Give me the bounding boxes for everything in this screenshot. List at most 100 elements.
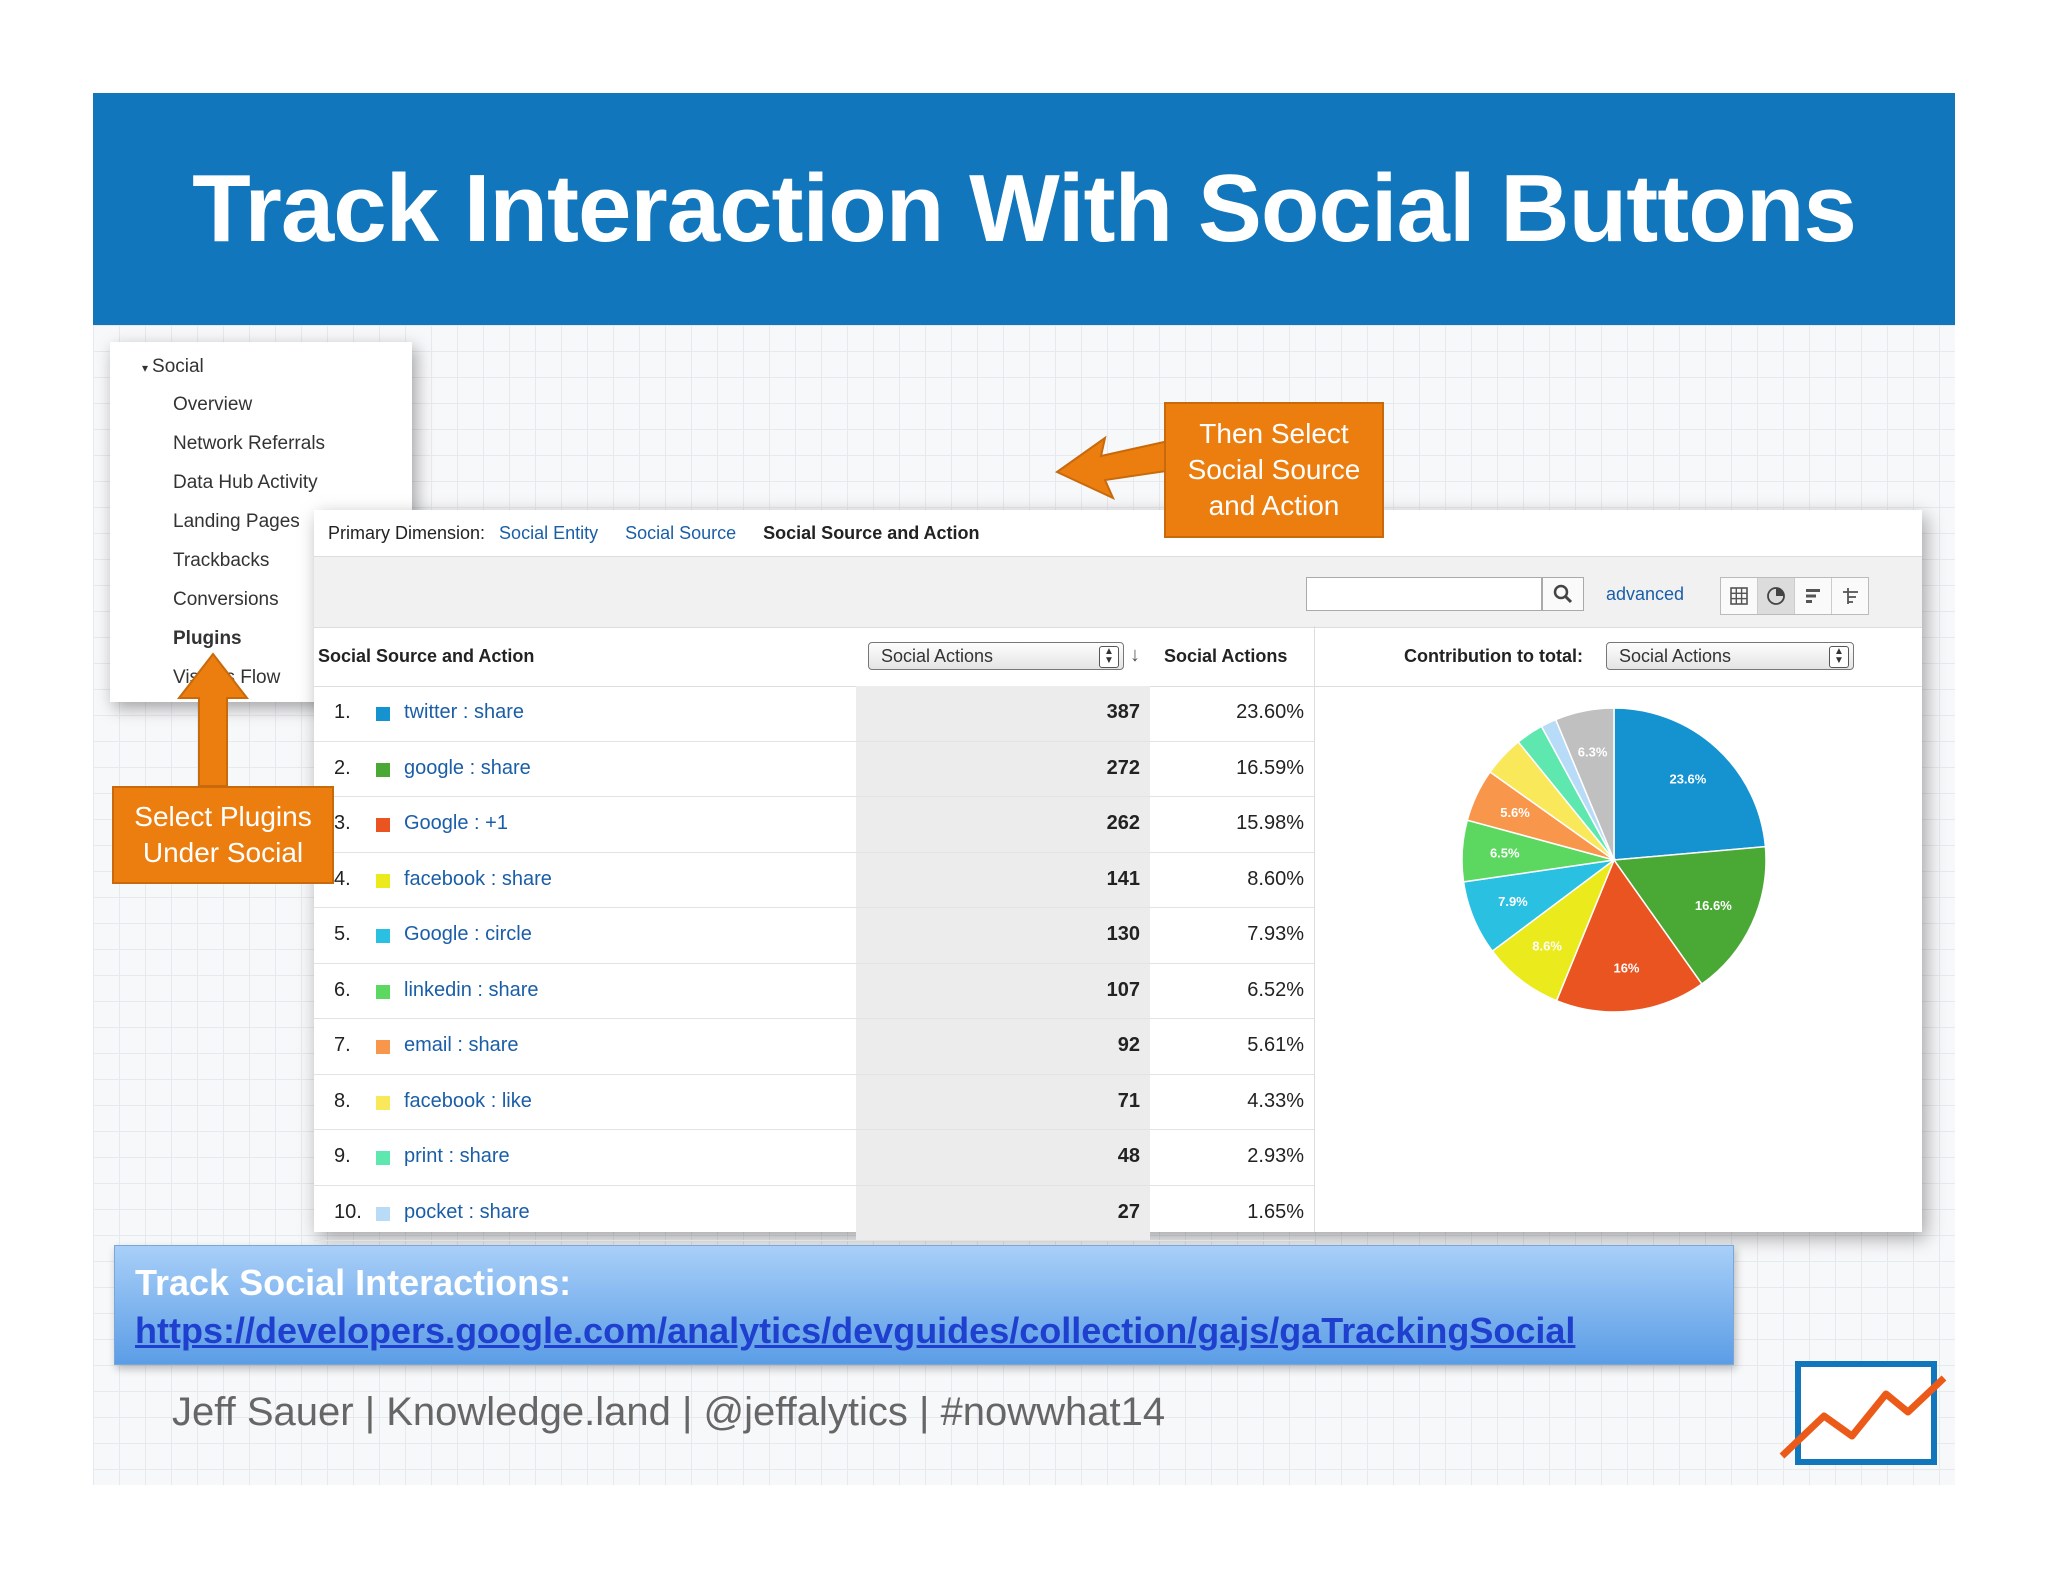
search-button[interactable] xyxy=(1542,577,1584,611)
callout-arrow-up xyxy=(176,652,250,787)
select-arrows-icon: ▲ ▼ xyxy=(1099,646,1119,668)
pie-chart: 23.6% 16.6% 16% 8.6% 7.9% 6.5% 5.6% 6.3% xyxy=(1454,700,1774,1020)
primary-dimension-bar: Primary Dimension: Social Entity Social … xyxy=(314,510,1922,556)
row-source-link[interactable]: pocket : share xyxy=(404,1200,530,1223)
row-percent: 8.60% xyxy=(1247,867,1304,890)
advanced-filter-link[interactable]: advanced xyxy=(1606,584,1685,604)
value-cell: 387 xyxy=(856,686,1150,741)
table-body: 1. twitter : share 387 23.60% 2. google : sha… xyxy=(314,686,1314,1241)
row-percent: 2.93% xyxy=(1247,1145,1304,1167)
row-source-link[interactable]: facebook : share xyxy=(404,867,552,890)
series-color-swatch xyxy=(376,707,390,721)
row-rank: 3. xyxy=(334,812,351,834)
table-row: 1. twitter : share 387 23.60% xyxy=(314,686,1314,742)
column-header-source[interactable]: Social Source and Action xyxy=(318,646,535,666)
pie-slice-label: 16.6% xyxy=(1695,898,1732,913)
callout-select-dimension: Then Select Social Source and Action xyxy=(1164,402,1384,538)
table-header: Social Source and Action Social Actions … xyxy=(314,626,1922,687)
row-rank: 6. xyxy=(334,978,351,1001)
nav-item-conversions[interactable]: Conversions xyxy=(173,589,279,610)
row-social-actions-value: 92 xyxy=(1117,1034,1140,1056)
nav-item-overview[interactable]: Overview xyxy=(173,394,253,415)
value-cell: 71 xyxy=(856,1074,1150,1129)
row-source-link[interactable]: linkedin : share xyxy=(404,978,539,1001)
row-percent: 16.59% xyxy=(1236,756,1304,779)
row-social-actions-value: 71 xyxy=(1117,1089,1140,1112)
row-percent: 4.33% xyxy=(1247,1089,1304,1112)
nav-item-network-referrals[interactable]: Network Referrals xyxy=(173,433,326,454)
row-source-link[interactable]: email : share xyxy=(404,1034,519,1056)
info-box: Track Social Interactions: https://devel… xyxy=(114,1245,1734,1365)
value-cell: 92 xyxy=(856,1019,1150,1074)
table-search-input[interactable] xyxy=(1306,577,1542,611)
row-rank: 10. xyxy=(334,1200,362,1223)
pie-slice[interactable] xyxy=(1613,707,1767,861)
value-cell: 107 xyxy=(856,963,1150,1018)
pie-slice[interactable] xyxy=(1554,707,1615,861)
callout-line: Then Select xyxy=(1199,418,1349,449)
analytics-panel: Primary Dimension: Social Entity Social … xyxy=(314,510,1922,1241)
row-source-link[interactable]: Google : circle xyxy=(404,923,532,945)
series-color-swatch xyxy=(376,873,390,888)
bar-view-icon[interactable] xyxy=(1795,578,1832,614)
table-row: 9. print : share 48 2.93% xyxy=(314,1130,1314,1186)
callout-arrow-left xyxy=(1055,435,1174,501)
row-social-actions-value: 272 xyxy=(1106,756,1140,779)
series-color-swatch xyxy=(376,1040,390,1054)
series-color-swatch xyxy=(376,1151,390,1165)
table-row: 4. facebook : share 141 8.60% xyxy=(314,852,1314,908)
column-header-social-actions[interactable]: Social Actions xyxy=(1164,646,1288,666)
nav-item-plugins[interactable]: Plugins xyxy=(173,628,242,649)
value-cell: 262 xyxy=(856,797,1150,852)
row-rank: 2. xyxy=(334,756,351,779)
contribution-select-value: Social Actions xyxy=(1619,646,1732,666)
slide-header: Track Interaction With Social Buttons xyxy=(93,93,1955,325)
callout-line: Social Source xyxy=(1187,454,1361,485)
series-color-swatch xyxy=(376,818,390,832)
pivot-view-icon[interactable] xyxy=(1832,578,1868,614)
callout-line: and Action xyxy=(1208,490,1340,521)
view-toggle-group xyxy=(1720,577,1869,615)
pie-slice[interactable] xyxy=(1555,858,1703,1013)
dimension-social-source-and-action[interactable]: Social Source and Action xyxy=(763,522,980,543)
tracking-guide-link[interactable]: https://developers.google.com/analytics/… xyxy=(135,1310,1576,1351)
row-social-actions-value: 130 xyxy=(1106,923,1140,945)
nav-item-trackbacks[interactable]: Trackbacks xyxy=(173,550,270,571)
row-source-link[interactable]: print : share xyxy=(404,1145,510,1167)
pie-slice-label: 7.9% xyxy=(1498,894,1528,909)
table-toolbar: advanced xyxy=(314,556,1922,628)
row-source-link[interactable]: facebook : like xyxy=(404,1089,532,1112)
value-cell: 141 xyxy=(856,852,1150,907)
select-arrows-icon: ▲ ▼ xyxy=(1829,646,1849,668)
series-color-swatch xyxy=(376,984,390,999)
pie-view-icon[interactable] xyxy=(1758,578,1795,614)
row-percent: 1.65% xyxy=(1247,1200,1304,1223)
table-row: 8. facebook : like 71 4.33% xyxy=(314,1074,1314,1130)
row-percent: 5.61% xyxy=(1247,1034,1304,1056)
contribution-select[interactable]: Social Actions ▲ ▼ xyxy=(1606,642,1854,670)
row-rank: 8. xyxy=(334,1089,351,1112)
pie-slice-label: 6.5% xyxy=(1490,845,1520,860)
pie-slice[interactable] xyxy=(1612,845,1767,986)
row-social-actions-value: 262 xyxy=(1106,812,1140,834)
value-cell: 130 xyxy=(856,908,1150,963)
table-row: 5. Google : circle 130 7.93% xyxy=(314,908,1314,964)
dimension-social-source[interactable]: Social Source xyxy=(625,522,737,543)
row-rank: 1. xyxy=(334,701,351,723)
row-social-actions-value: 27 xyxy=(1117,1200,1140,1223)
row-source-link[interactable]: google : share xyxy=(404,756,531,779)
metric-select[interactable]: Social Actions ▲ ▼ xyxy=(868,642,1124,670)
sort-down-icon[interactable]: ↓ xyxy=(1130,644,1140,666)
row-source-link[interactable]: Google : +1 xyxy=(404,812,508,834)
table-row: 3. Google : +1 262 15.98% xyxy=(314,797,1314,853)
nav-section-social[interactable]: ▾ Social xyxy=(142,356,204,378)
value-cell: 27 xyxy=(856,1185,1150,1240)
table-view-icon[interactable] xyxy=(1721,578,1758,614)
row-source-link[interactable]: twitter : share xyxy=(404,701,525,723)
nav-item-landing-pages[interactable]: Landing Pages xyxy=(173,511,300,532)
row-rank: 9. xyxy=(334,1145,351,1167)
dimension-social-entity[interactable]: Social Entity xyxy=(499,522,599,543)
nav-item-data-hub-activity[interactable]: Data Hub Activity xyxy=(173,472,318,493)
series-color-swatch xyxy=(376,1206,390,1221)
row-percent: 15.98% xyxy=(1236,812,1304,834)
